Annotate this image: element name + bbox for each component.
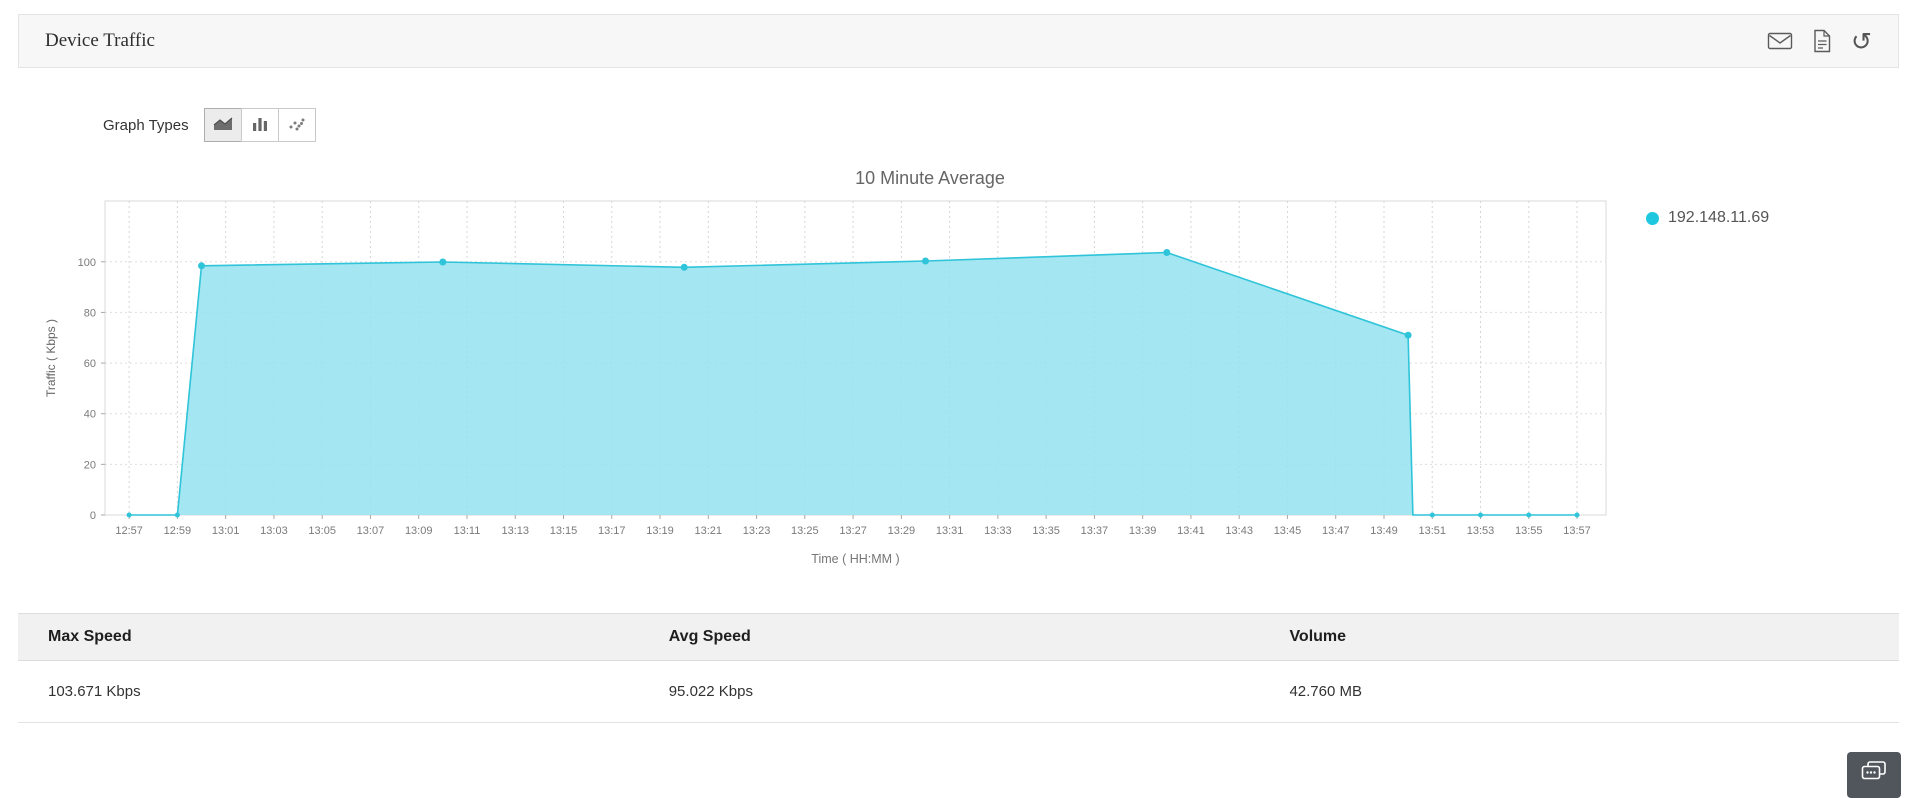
svg-text:13:21: 13:21	[695, 525, 723, 537]
svg-text:13:19: 13:19	[646, 525, 674, 537]
bar-graph-button[interactable]	[240, 108, 279, 142]
svg-text:13:27: 13:27	[839, 525, 867, 537]
max-speed-header: Max Speed	[18, 613, 639, 661]
svg-text:13:43: 13:43	[1225, 525, 1253, 537]
svg-text:80: 80	[84, 307, 96, 319]
svg-text:0: 0	[90, 510, 96, 522]
avg-speed-header: Avg Speed	[638, 613, 1260, 661]
pdf-export-icon[interactable]	[1811, 29, 1833, 53]
svg-text:13:13: 13:13	[501, 525, 529, 537]
svg-text:40: 40	[84, 409, 96, 421]
svg-text:Time ( HH:MM ): Time ( HH:MM )	[811, 552, 899, 566]
area-chart-icon	[212, 116, 234, 135]
svg-text:13:31: 13:31	[936, 525, 964, 537]
area-graph-button[interactable]	[203, 108, 242, 142]
svg-text:13:05: 13:05	[308, 525, 336, 537]
svg-text:13:25: 13:25	[791, 525, 819, 537]
legend-item[interactable]: 192.148.11.69	[1646, 209, 1769, 227]
graph-type-selector: Graph Types	[103, 108, 1917, 142]
svg-text:60: 60	[84, 358, 96, 370]
bar-chart-icon	[250, 115, 270, 135]
chart-title: 10 Minute Average	[855, 168, 1005, 188]
svg-text:13:49: 13:49	[1370, 525, 1398, 537]
avg-speed-value: 95.022 Kbps	[638, 660, 1260, 723]
scatter-chart-icon	[287, 116, 307, 135]
svg-text:Traffic ( Kbps ): Traffic ( Kbps )	[44, 319, 58, 397]
traffic-chart: 12:57 12:59 13:01 13:03 13:05 13:07 13:09 13:11…	[44, 200, 1607, 566]
svg-text:13:47: 13:47	[1322, 525, 1350, 537]
panel-actions: ↺	[1767, 29, 1872, 54]
svg-text:12:59: 12:59	[164, 525, 192, 537]
svg-text:13:33: 13:33	[984, 525, 1012, 537]
max-speed-value: 103.671 Kbps	[18, 660, 639, 723]
scatter-graph-button[interactable]	[277, 108, 316, 142]
graph-type-buttons	[203, 108, 316, 142]
table-row: 103.671 Kbps 95.022 Kbps 42.760 MB	[18, 660, 1899, 723]
volume-header: Volume	[1259, 613, 1899, 661]
svg-text:13:55: 13:55	[1515, 525, 1543, 537]
panel-title: Device Traffic	[45, 30, 155, 51]
volume-value: 42.760 MB	[1259, 660, 1899, 723]
svg-text:13:41: 13:41	[1177, 525, 1205, 537]
svg-text:13:15: 13:15	[550, 525, 578, 537]
svg-text:13:39: 13:39	[1129, 525, 1157, 537]
refresh-icon[interactable]: ↺	[1851, 26, 1872, 56]
svg-text:13:11: 13:11	[454, 525, 481, 537]
mail-icon[interactable]	[1767, 31, 1793, 51]
graph-types-label: Graph Types	[103, 116, 189, 134]
table-header-row: Max Speed Avg Speed Volume	[18, 613, 1899, 661]
svg-text:13:37: 13:37	[1081, 525, 1109, 537]
svg-text:12:57: 12:57	[115, 525, 143, 537]
svg-text:13:51: 13:51	[1418, 525, 1446, 537]
feedback-button[interactable]	[1847, 752, 1901, 798]
svg-text:13:03: 13:03	[260, 525, 288, 537]
panel-header: Device Traffic ↺	[18, 14, 1899, 68]
chat-feedback-icon	[1860, 760, 1888, 789]
svg-text:13:53: 13:53	[1467, 525, 1495, 537]
svg-text:13:07: 13:07	[357, 525, 385, 537]
legend-swatch	[1646, 211, 1659, 225]
svg-text:13:35: 13:35	[1032, 525, 1060, 537]
traffic-summary-table: Max Speed Avg Speed Volume 103.671 Kbps …	[18, 613, 1899, 723]
svg-text:20: 20	[84, 459, 96, 471]
svg-text:13:09: 13:09	[405, 525, 433, 537]
svg-text:13:45: 13:45	[1274, 525, 1302, 537]
legend-label: 192.148.11.69	[1668, 209, 1770, 226]
svg-text:100: 100	[78, 257, 96, 269]
svg-text:13:23: 13:23	[743, 525, 771, 537]
svg-text:13:57: 13:57	[1563, 525, 1591, 537]
svg-text:13:17: 13:17	[598, 525, 626, 537]
svg-text:13:01: 13:01	[212, 525, 240, 537]
chart-area: 12:57 12:59 13:01 13:03 13:05 13:07 13:09 13:11…	[40, 193, 1917, 583]
svg-text:13:29: 13:29	[888, 525, 916, 537]
